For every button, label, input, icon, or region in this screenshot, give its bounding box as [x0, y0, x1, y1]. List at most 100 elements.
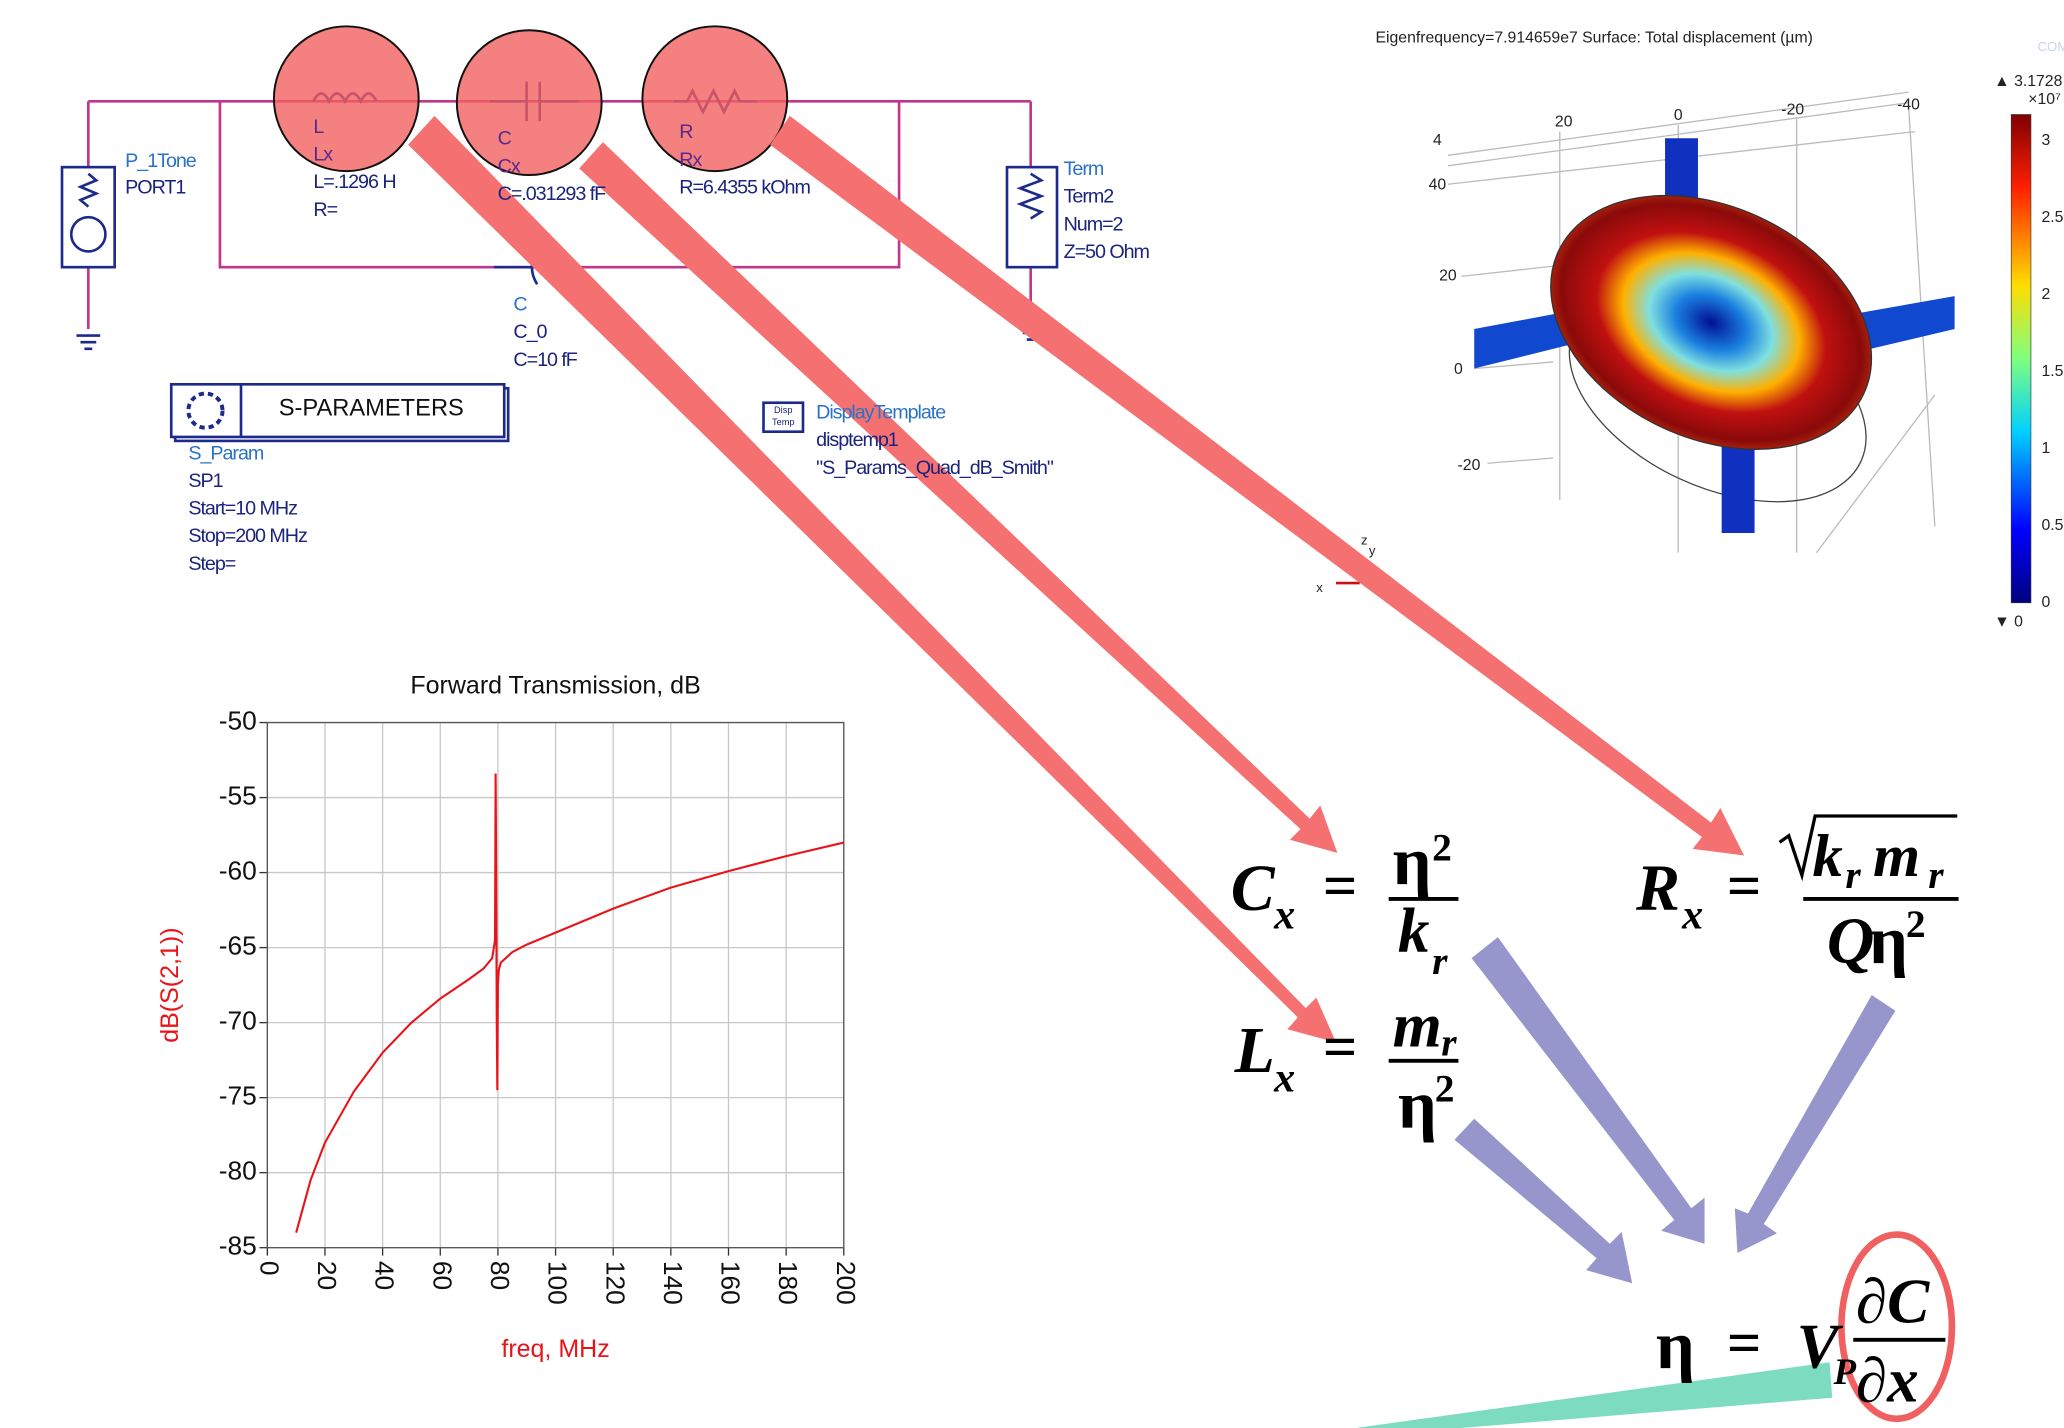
component-label: Step= — [188, 553, 235, 575]
component-label: C=.031293 fF — [498, 183, 606, 205]
equation-symbol: 2 — [1432, 826, 1452, 870]
colorbar-tick: 2 — [2041, 286, 2050, 303]
equation-symbol: r — [1432, 939, 1448, 983]
y-tick-label: -80 — [219, 1156, 257, 1186]
x-tick-label: 20 — [312, 1261, 342, 1290]
component-label: C — [513, 294, 527, 316]
y-tick-label: -70 — [219, 1006, 257, 1036]
equation-symbol: ∂C — [1856, 1267, 1930, 1337]
x-tick-label: 0 — [254, 1261, 284, 1276]
component-label: PORT1 — [125, 176, 186, 198]
component-label: disptemp1 — [816, 429, 899, 451]
y-tick-label: -65 — [219, 931, 257, 961]
component-label: P_1Tone — [125, 150, 197, 172]
equation-symbol: = — [1727, 1310, 1762, 1377]
colorbar-tick: 0 — [2041, 594, 2050, 611]
axis-tick: 20 — [1439, 268, 1457, 285]
axis-tick: 4 — [1433, 132, 1442, 149]
component-label: R — [679, 121, 693, 143]
colorbar-tick: 3 — [2041, 132, 2050, 149]
equation-symbol: η — [1393, 823, 1432, 899]
y-tick-label: -75 — [219, 1081, 257, 1111]
equation-symbol: η — [1398, 1067, 1437, 1143]
equation-symbol: = — [1323, 1014, 1358, 1081]
equation-symbol: m — [1873, 823, 1920, 890]
component-label: Term — [1064, 158, 1104, 180]
x-tick-label: 140 — [658, 1261, 688, 1305]
min-label: ▼ 0 — [1994, 614, 2023, 631]
x-tick-label: 100 — [543, 1261, 573, 1305]
y-tick-label: -85 — [219, 1231, 257, 1261]
axis-tick: 0 — [1454, 361, 1463, 378]
x-tick-label: 120 — [600, 1261, 630, 1305]
logo: COMSOL — [2038, 39, 2064, 54]
equation-symbol: m — [1393, 990, 1442, 1060]
equation-symbol: 2 — [1906, 902, 1926, 946]
component-label: Z=50 Ohm — [1064, 241, 1150, 263]
y-tick-label: -60 — [219, 856, 257, 886]
triad-label: y — [1369, 543, 1376, 558]
equation-symbol: ∂x — [1856, 1346, 1919, 1416]
component-label: DisplayTemplate — [816, 401, 946, 423]
component-label: C=10 fF — [513, 349, 577, 371]
component-label: C_0 — [513, 321, 547, 343]
axis-tick: 0 — [1674, 107, 1683, 124]
x-tick-label: 160 — [716, 1261, 746, 1305]
triad-label: x — [1316, 580, 1323, 595]
component-highlights — [274, 26, 787, 175]
simulation-plot — [1336, 92, 2031, 603]
panel-title: S-PARAMETERS — [279, 396, 464, 422]
colorbar-tick: 1.5 — [2041, 363, 2063, 380]
exponent: ×10⁷ — [2028, 91, 2061, 108]
equation-symbol: P — [1833, 1351, 1857, 1392]
equation-symbol: 2 — [1435, 1066, 1455, 1110]
equation-symbol: R — [1635, 852, 1680, 925]
component-label: "S_Params_Quad_dB_Smith" — [816, 457, 1054, 479]
component-label: Term2 — [1064, 186, 1114, 208]
equation-symbol: k — [1812, 823, 1842, 890]
axis-tick: -20 — [1458, 457, 1481, 474]
equation-symbol: Q — [1827, 905, 1875, 978]
equation-symbol: x — [1681, 891, 1703, 938]
y-axis-label: dB(S(2,1)) — [156, 927, 184, 1042]
component-label: Rx — [679, 149, 702, 171]
triad-label: z — [1361, 532, 1368, 547]
colorbar-tick: 1 — [2041, 440, 2050, 457]
chart-title: Forward Transmission, dB — [410, 672, 700, 700]
equation-symbol: = — [1323, 853, 1358, 920]
component-label: C — [498, 128, 512, 150]
screenshot: -85-80-75-70-65-60-55-500204060801001201… — [0, 0, 2064, 1428]
plot-header: Eigenfrequency=7.914659e7 Surface: Total… — [1376, 29, 1813, 46]
component-label: SP1 — [188, 470, 223, 492]
equation-symbol: k — [1398, 896, 1430, 966]
x-tick-label: 200 — [831, 1261, 861, 1305]
equation-symbol: L — [1234, 1014, 1275, 1087]
component-label: Num=2 — [1064, 213, 1123, 235]
equation-symbol: x — [1273, 891, 1295, 938]
equation-symbol: = — [1727, 853, 1762, 920]
icon-label: Temp — [772, 417, 795, 427]
equation-symbol: C — [1231, 852, 1276, 925]
x-tick-label: 60 — [427, 1261, 457, 1290]
component-label: Stop=200 MHz — [188, 525, 307, 547]
equation-symbol: η — [1869, 902, 1908, 978]
equation-symbol: x — [1273, 1055, 1295, 1102]
component-label: Lx — [313, 144, 333, 166]
component-label: R=6.4355 kOhm — [679, 176, 810, 198]
axis-tick: 40 — [1429, 177, 1447, 194]
component-label: R= — [313, 199, 337, 221]
x-tick-label: 180 — [773, 1261, 803, 1305]
icon-label: Disp — [774, 405, 792, 415]
component-label: S_Param — [188, 442, 264, 464]
equation-symbol: r — [1441, 1020, 1457, 1064]
x-tick-label: 80 — [485, 1261, 515, 1290]
x-axis-label: freq, MHz — [501, 1335, 609, 1363]
axis-tick: -20 — [1781, 102, 1804, 119]
equation-symbol: r — [1845, 853, 1861, 897]
y-tick-label: -50 — [219, 706, 257, 736]
component-label: L — [313, 116, 324, 138]
page: {"circuit":{ "port":["P_1Tone","PORT1"],… — [0, 0, 2064, 1428]
colorbar-tick: 0.5 — [2041, 517, 2063, 534]
axis-tick: -40 — [1897, 96, 1920, 113]
